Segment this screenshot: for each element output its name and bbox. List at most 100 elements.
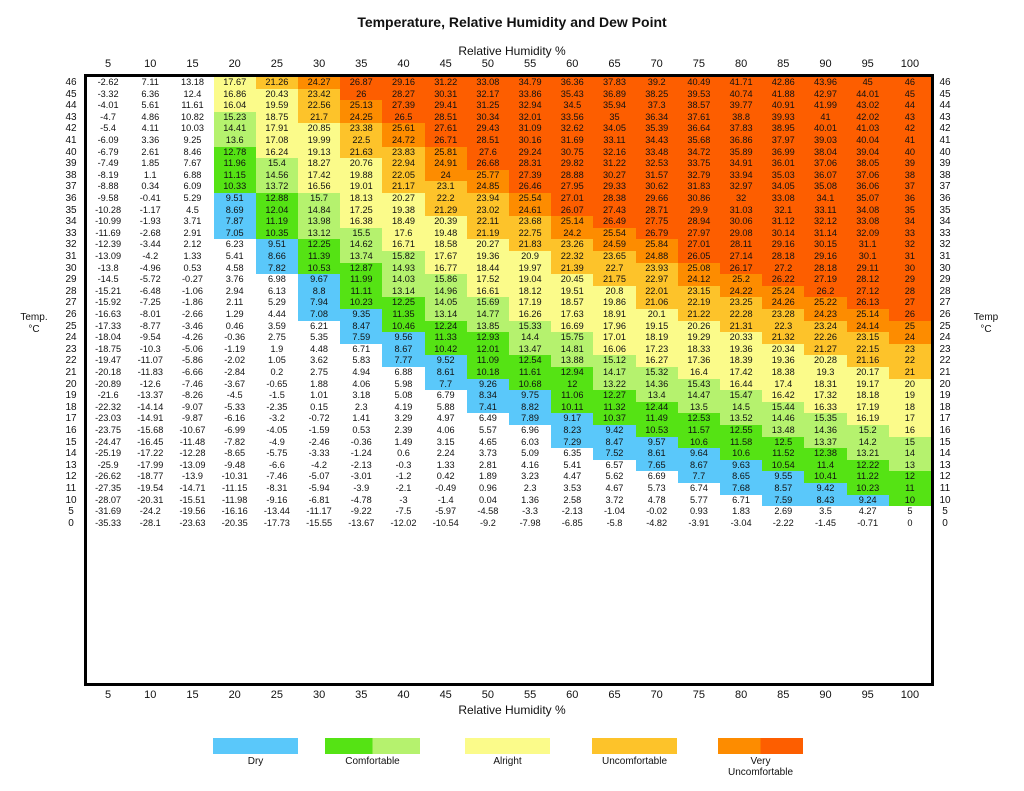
table-cell: -10.67 [171,425,214,437]
table-cell: 16.38 [340,216,383,228]
table-cell: 31.22 [424,77,467,89]
table-cell: 21.39 [551,262,594,275]
table-cell: 0.46 [213,320,256,333]
table-cell: 25.24 [762,285,805,298]
table-cell: -16.63 [87,309,130,321]
table-cell: -18.75 [87,343,130,356]
table-cell: 9.52 [424,355,467,367]
table-cell: -1.45 [804,517,847,530]
table-cell: 16.24 [255,146,298,159]
table-cell: 37.97 [762,135,805,147]
table-cell: 23.94 [466,193,509,205]
y-tick-label: 5 [68,506,74,518]
table-cell: -4.96 [129,262,172,275]
y-tick-label: 27 [939,297,951,309]
table-cell: 18.38 [762,367,805,379]
table-cell: -4.78 [340,494,383,507]
table-row: -35.33 -28.1 -23.63 -20.35 -17.73 -15.55 -13.6… [87,517,931,530]
table-cell: 19.17 [846,378,889,391]
table-cell: 8.69 [213,204,256,217]
table-cell: 1.33 [424,459,467,472]
table-row: -8.19 1.1 6.88 11.15 14.56 17.42 19.88 22.05 24 2… [87,169,931,182]
table-row: -26.62 -18.77 -13.9 -10.31 -7.46 -5.07 -3.01 -1… [87,471,931,483]
y-tick-label: 18 [65,401,77,413]
table-cell: 18.58 [424,239,467,251]
table-cell: 23.42 [298,88,341,101]
table-cell: 10.68 [509,378,552,391]
x-tick-label: 90 [819,58,832,70]
table-cell: 18.18 [846,390,889,402]
table-cell: 22.97 [635,274,678,286]
table-cell: 12.27 [593,390,636,402]
table-cell: 10.23 [340,297,383,309]
table-cell: 12.88 [255,193,298,205]
y-axis-label-left-line1: Temp. [20,312,48,323]
table-cell: -4.7 [87,111,130,124]
table-cell: 1.1 [129,169,172,182]
y-tick-label: 14 [939,448,951,460]
table-cell: 0.04 [466,494,509,507]
table-cell: 12.78 [213,146,256,159]
x-tick-label: 5 [105,689,112,701]
table-cell: -17.22 [129,448,172,460]
y-tick-label: 16 [65,425,77,436]
table-cell: 39.53 [677,88,720,101]
table-cell: 28.38 [593,193,636,205]
table-cell: 33.94 [720,169,763,182]
table-cell: -4.05 [255,425,298,437]
table-cell: 29.41 [424,100,467,112]
table-cell: 31.12 [762,216,805,228]
y-tick-label: 31 [939,251,951,262]
x-tick-label: 5 [105,58,112,70]
table-cell: 30.27 [593,169,636,182]
y-tick-label: 27 [65,297,77,309]
table-cell: 28.12 [846,274,889,286]
x-tick-label: 50 [481,58,495,70]
table-cell: 11 [888,483,931,495]
table-cell: 2.75 [298,367,341,379]
table-cell: -13.09 [87,251,130,263]
table-cell: 33.11 [593,135,636,147]
table-cell: 20.39 [424,216,467,228]
table-cell: 24.91 [424,158,467,170]
table-cell: 12.01 [466,343,509,356]
table-cell: -24.47 [87,436,130,449]
table-cell: 40 [888,146,931,159]
table-cell: 11.39 [298,251,341,263]
table-cell: 18.91 [593,309,636,321]
table-cell: -11.17 [298,506,341,518]
table-cell: 16.42 [762,390,805,402]
table-cell: 22.01 [635,285,678,298]
table-cell: 22.94 [382,158,425,170]
table-cell: 21.29 [424,204,467,217]
table-cell: 15.35 [804,413,847,425]
table-cell: 9.26 [466,378,509,391]
table-cell: 18.19 [635,332,678,344]
table-cell: -35.33 [87,517,130,530]
table-cell: -19.47 [87,355,130,367]
table-cell: 1.01 [298,390,341,402]
table-cell: 35.07 [846,193,889,205]
y-tick-label: 36 [939,193,951,204]
table-cell: -2.02 [213,355,256,367]
y-tick-label: 11 [65,483,77,494]
table-cell: 34.91 [720,158,763,170]
table-cell: 19.13 [298,146,341,159]
table-cell: 2.3 [509,483,552,495]
table-cell: 36.01 [762,158,805,170]
table-cell: 22.11 [466,216,509,228]
table-cell: 31.14 [804,227,847,240]
table-cell: 17.52 [466,274,509,286]
table-cell: 2.75 [255,332,298,344]
table-cell: 6.88 [171,169,214,182]
table-cell: -1.06 [171,285,214,298]
table-cell: 32.97 [720,181,763,193]
table-cell: 13.4 [635,390,678,402]
table-cell: 20.85 [298,123,341,135]
table-cell: 14.4 [509,332,552,344]
table-cell: 21.7 [298,111,341,124]
table-cell: 7.87 [213,216,256,228]
table-cell: 11.58 [720,436,763,449]
table-cell: 14.93 [382,262,425,275]
table-row: -13.8 -4.96 0.53 4.58 7.82 10.53 12.87 14.93 16.… [87,262,931,275]
